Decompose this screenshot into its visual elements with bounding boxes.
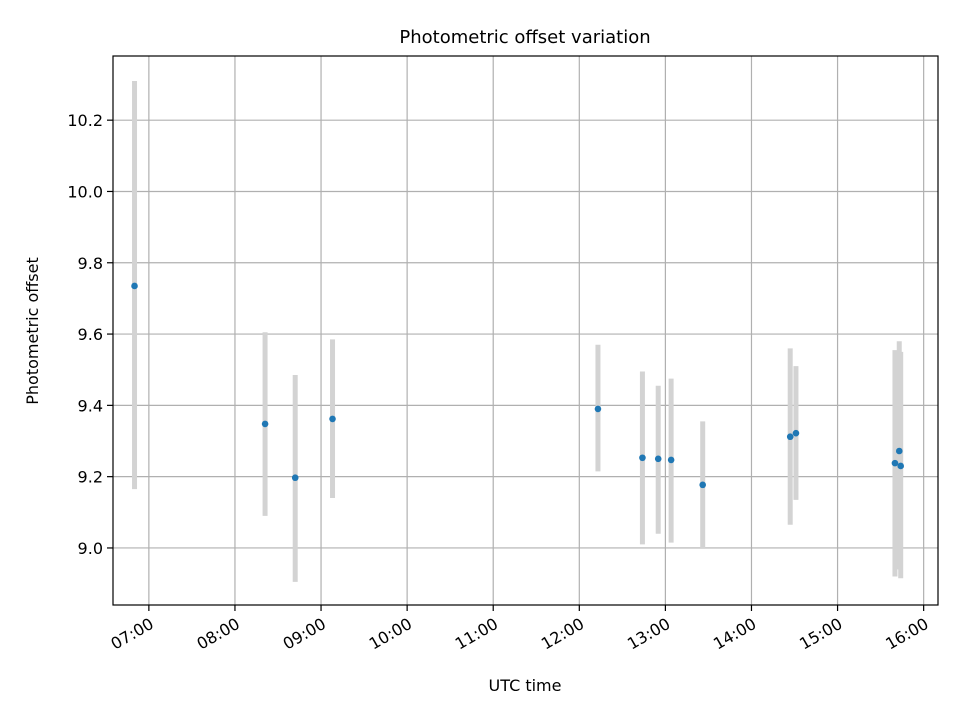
y-tick-label: 10.0 — [67, 182, 103, 201]
y-axis-label: Photometric offset — [23, 257, 42, 405]
data-point — [131, 282, 138, 290]
y-tick-label: 9.4 — [78, 396, 103, 415]
x-axis-label: UTC time — [489, 676, 562, 695]
data-point — [786, 433, 794, 441]
y-tick-label: 9.6 — [78, 325, 103, 344]
data-point — [667, 456, 675, 464]
plot-frame — [112, 55, 939, 606]
data-point — [329, 415, 336, 423]
y-tick-label: 9.0 — [78, 539, 103, 558]
data-point — [639, 454, 646, 462]
data-point — [891, 459, 899, 467]
data-point — [654, 455, 662, 463]
data-point — [291, 474, 299, 482]
chart-title: Photometric offset variation — [399, 27, 650, 48]
data-point — [897, 462, 904, 470]
data-point — [699, 481, 706, 489]
data-points — [131, 282, 904, 489]
y-tick-label: 9.2 — [78, 468, 103, 487]
y-axis-ticks: 9.0 9.2 9.4 9.6 9.8 10.0 10.2 — [67, 111, 113, 558]
data-point — [594, 405, 602, 413]
y-tick-label: 9.8 — [78, 254, 103, 273]
data-point — [792, 429, 800, 437]
data-point — [895, 447, 903, 455]
gridlines — [113, 56, 938, 605]
data-point — [261, 420, 269, 428]
y-tick-label: 10.2 — [67, 111, 103, 130]
